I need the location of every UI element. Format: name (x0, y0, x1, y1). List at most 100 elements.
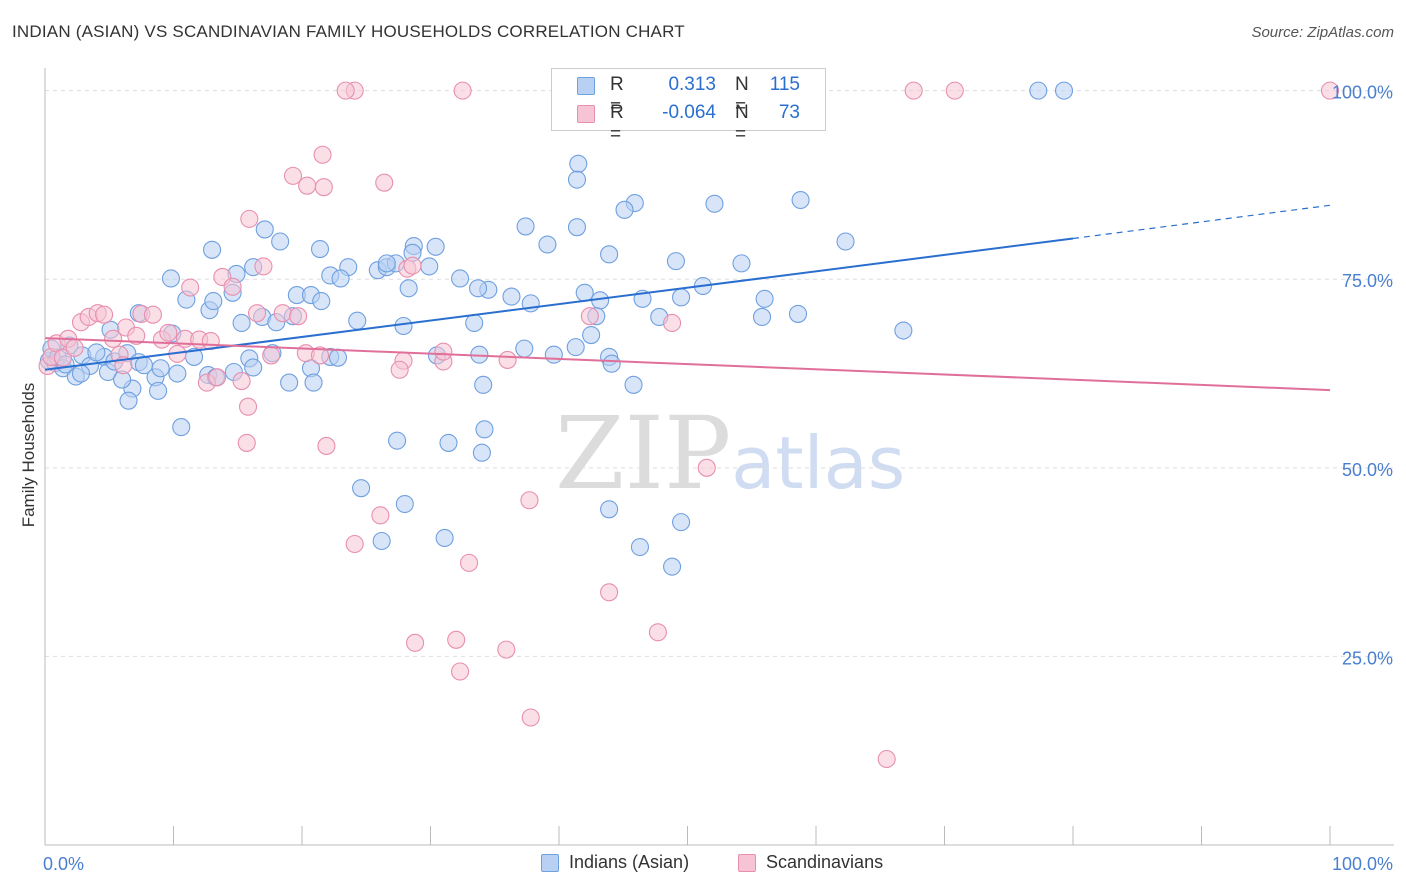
scandinavians-point (223, 277, 242, 296)
indians-point (204, 292, 223, 311)
r-label: R = (610, 102, 624, 145)
y-tick-label: 75.0% (1342, 271, 1393, 291)
scandinavians-point (697, 458, 716, 477)
indians-point (271, 232, 290, 251)
scandinavians-point (283, 166, 303, 185)
indians-point (377, 254, 396, 273)
legend-swatch-scandinavians (738, 854, 756, 872)
r-label: R = (610, 74, 624, 117)
indians-point (420, 257, 439, 276)
indians-point (472, 443, 491, 462)
indians-trend-line (44, 237, 1074, 371)
indians-point (582, 325, 601, 345)
scandinavians-point (262, 346, 281, 365)
scandinavians-point (406, 633, 425, 652)
indians-point (310, 239, 330, 259)
scandinavians-point (313, 145, 332, 164)
indians-point (732, 254, 751, 273)
scandinavians-point (447, 630, 466, 649)
y-tick-label: 25.0% (1342, 648, 1393, 668)
indians-point (624, 375, 643, 394)
axes (44, 68, 1394, 846)
indians-point (172, 418, 191, 437)
scandinavians-point (289, 307, 308, 326)
n-label: N = (735, 74, 749, 117)
indians-point (168, 364, 187, 383)
scandinavians-point (143, 305, 162, 324)
chart-title: INDIAN (ASIAN) VS SCANDINAVIAN FAMILY HO… (12, 22, 685, 41)
scandinavians-point (663, 313, 682, 333)
indians-point (544, 345, 563, 364)
indians-point (161, 269, 180, 288)
scandinavians-point (95, 305, 114, 324)
indians-point (615, 200, 634, 219)
y-axis-label: Family Households (19, 382, 38, 528)
indians-point (567, 170, 587, 189)
y-tick-label: 100.0% (1332, 83, 1393, 103)
scandinavians-point (237, 433, 256, 452)
indians-point (602, 354, 621, 373)
indians-point (468, 279, 488, 298)
scandinavians-point (238, 397, 258, 416)
indians-point (516, 217, 535, 236)
scandinavians-point (159, 323, 178, 342)
indians-point (538, 235, 557, 254)
indians-point (672, 513, 691, 532)
indians-point (705, 194, 724, 213)
trend-lines (44, 204, 1331, 392)
r-value: 0.313 (668, 74, 716, 95)
scandinavians-point (317, 436, 336, 455)
indians-point (755, 289, 774, 308)
legend-swatch-indians (541, 854, 559, 872)
scandinavians-point (580, 307, 599, 326)
scandinavians-point (371, 506, 390, 525)
scandinavians-point (1320, 81, 1340, 100)
scandinavians-point (648, 623, 667, 642)
scandinavians-point (945, 81, 964, 100)
indians-point (426, 237, 445, 256)
indians-point (566, 338, 585, 357)
scandinavians-point (520, 491, 539, 510)
scandinavians-point (904, 81, 923, 100)
indians-point (567, 218, 587, 237)
scandinavians-point (345, 534, 364, 554)
n-value: 115 (769, 74, 800, 95)
indians-point (395, 494, 414, 514)
indians-point (232, 313, 251, 333)
indians-point (149, 381, 168, 400)
indians-point (280, 373, 299, 392)
n-value: 73 (778, 102, 800, 123)
scandinavians-point (453, 81, 472, 100)
indians-point (87, 343, 106, 362)
scandinavians-point (375, 173, 394, 192)
scandinavians-point (498, 350, 517, 369)
indians-point (575, 283, 594, 302)
indians-point (439, 433, 458, 452)
scandinavians-point (600, 583, 619, 602)
indians-point (255, 220, 274, 239)
scandinavians-point (104, 329, 123, 348)
scandinavians-point (181, 278, 200, 297)
indians-point (399, 279, 418, 298)
indians-point (435, 528, 454, 548)
indians-point (894, 321, 913, 340)
scandinavians-point (521, 708, 540, 727)
legend-label: Indians (Asian) (569, 852, 690, 872)
indians-point (244, 358, 263, 377)
indians-point (791, 190, 810, 210)
stats-swatch-indians (577, 77, 595, 95)
scandinavians-point (240, 209, 259, 228)
indians-point (71, 364, 91, 383)
scandinavians-point (497, 640, 516, 659)
legend-label: Scandinavians (766, 852, 884, 872)
r-value: -0.064 (662, 102, 716, 123)
scandinavians-point (451, 662, 470, 681)
scandinavians-point (459, 553, 479, 572)
scandinavians-point (434, 342, 453, 361)
stats-box: R = 0.313 N = 115 R = -0.064 N = 73 (551, 68, 826, 145)
x-tick-label-min: 0.0% (43, 854, 84, 874)
data-points (38, 81, 1340, 769)
indians-point (515, 339, 534, 358)
scandinavians-point (403, 256, 422, 275)
indians-point (600, 245, 619, 264)
